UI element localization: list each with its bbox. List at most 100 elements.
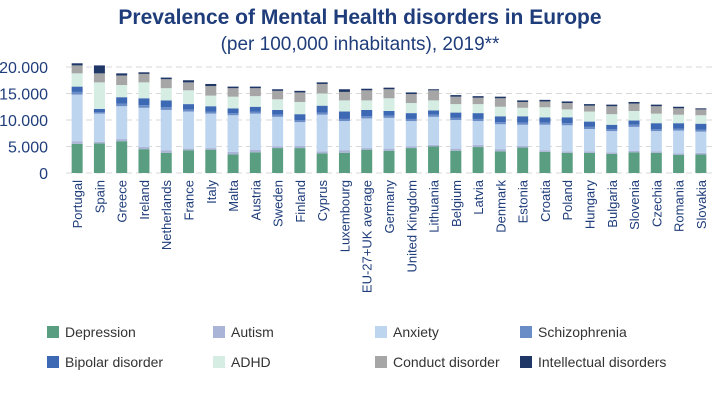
bar-segment-autism	[205, 148, 217, 150]
bar-segment-intellectual-disorders	[428, 89, 440, 91]
bar-segment-depression	[428, 146, 440, 173]
bar-segment-depression	[606, 153, 618, 173]
bar-segment-bipolar-disorder	[673, 123, 685, 129]
bar-segment-bipolar-disorder	[338, 111, 350, 119]
bar-segment-autism	[628, 150, 640, 153]
bar-segment-depression	[561, 152, 573, 173]
bar-segment-schizophrenia	[138, 105, 150, 108]
bar-segment-adhd	[249, 96, 261, 107]
bar-segment-depression	[205, 149, 217, 173]
legend-item: Anxiety	[375, 324, 439, 340]
legend-label: ADHD	[231, 354, 271, 370]
bar-segment-adhd	[116, 85, 128, 98]
bar-segment-intellectual-disorders	[316, 82, 328, 84]
bar-segment-anxiety	[539, 124, 551, 151]
bar-segment-depression	[93, 143, 105, 173]
bar-segment-anxiety	[606, 131, 618, 153]
bar-segment-depression	[316, 153, 328, 173]
bar-segment-intellectual-disorders	[695, 108, 707, 110]
bar-segment-schizophrenia	[338, 118, 350, 122]
bar-segment-anxiety	[316, 114, 328, 152]
bar-segment-depression	[494, 151, 506, 173]
x-tick-label: Germany	[382, 180, 397, 234]
bar-segment-conduct-disorder	[561, 103, 573, 110]
legend-item: Bipolar disorder	[47, 354, 163, 370]
bar-segment-bipolar-disorder	[138, 98, 150, 106]
y-tick-label: 5.000	[8, 140, 48, 157]
x-tick-label: Finland	[293, 180, 308, 223]
bar-segment-adhd	[338, 100, 350, 112]
bar-segment-adhd	[205, 95, 217, 107]
x-tick-label: France	[182, 180, 197, 220]
bar-segment-autism	[272, 146, 284, 149]
bar-segment-intellectual-disorders	[383, 87, 395, 90]
bar-segment-conduct-disorder	[606, 106, 618, 115]
bar-segment-anxiety	[93, 113, 105, 142]
bar-segment-bipolar-disorder	[472, 113, 484, 119]
bar-segment-autism	[183, 148, 195, 151]
bar-segment-anxiety	[205, 113, 217, 149]
legend-item: Depression	[47, 324, 136, 340]
bar-segment-adhd	[539, 107, 551, 118]
bar-segment-autism	[472, 144, 484, 148]
bar-segment-bipolar-disorder	[383, 110, 395, 116]
bar-segment-depression	[138, 149, 150, 173]
bar-segment-anxiety	[472, 121, 484, 145]
bar-segment-bipolar-disorder	[93, 108, 105, 113]
bar-segment-anxiety	[71, 94, 83, 142]
legend-label: Schizophrenia	[538, 324, 627, 340]
bar-segment-bipolar-disorder	[294, 114, 306, 120]
legend-item: Autism	[213, 324, 274, 340]
bar-segment-adhd	[160, 88, 172, 101]
bar-segment-autism	[227, 151, 239, 155]
bar-segment-adhd	[561, 109, 573, 118]
bar-segment-conduct-disorder	[472, 97, 484, 105]
bar-segment-intellectual-disorders	[249, 86, 261, 89]
x-tick-label: Austria	[248, 179, 263, 220]
bar-segment-adhd	[383, 98, 395, 111]
x-tick-label: Luxembourg	[337, 180, 352, 252]
bar-segment-depression	[71, 143, 83, 173]
bar-segment-conduct-disorder	[116, 75, 128, 86]
y-tick-label: 20.000	[0, 60, 48, 77]
bar-segment-intellectual-disorders	[183, 80, 195, 83]
bar-segment-anxiety	[160, 109, 172, 151]
bar-segment-schizophrenia	[160, 107, 172, 110]
legend-label: Intellectual disorders	[538, 354, 667, 370]
bar-segment-anxiety	[116, 106, 128, 140]
bar-segment-bipolar-disorder	[428, 110, 440, 115]
bar-segment-autism	[71, 141, 83, 144]
bar-segment-anxiety	[673, 130, 685, 154]
bar-segment-intellectual-disorders	[138, 72, 150, 74]
bar-segment-intellectual-disorders	[539, 99, 551, 102]
x-tick-label: EU-27+UK average	[360, 180, 375, 293]
bar-segment-depression	[695, 154, 707, 173]
bar-segment-autism	[539, 150, 551, 152]
legend-swatch	[213, 326, 225, 338]
legend-swatch	[47, 326, 59, 338]
bar-segment-depression	[383, 150, 395, 173]
bar-segment-schizophrenia	[539, 122, 551, 125]
bar-segment-schizophrenia	[583, 126, 595, 130]
bar-segment-adhd	[227, 96, 239, 109]
legend-label: Bipolar disorder	[65, 354, 164, 370]
bar-segment-autism	[361, 148, 373, 150]
bar-segment-depression	[472, 147, 484, 173]
legend-label: Depression	[65, 324, 136, 340]
bar-segment-adhd	[316, 93, 328, 106]
bar-segment-schizophrenia	[183, 109, 195, 112]
bar-segment-intellectual-disorders	[583, 104, 595, 106]
bar-segment-intellectual-disorders	[272, 89, 284, 91]
legend-swatch	[520, 326, 532, 338]
bar-segment-bipolar-disorder	[650, 123, 662, 130]
chart-title: Prevalence of Mental Health disorders in…	[118, 6, 602, 29]
bar-segment-depression	[227, 154, 239, 173]
bar-segment-adhd	[517, 107, 529, 117]
bar-segment-conduct-disorder	[673, 108, 685, 115]
bar-segment-depression	[160, 152, 172, 173]
bar-segment-schizophrenia	[361, 116, 373, 119]
bar-segment-schizophrenia	[294, 120, 306, 123]
bar-segment-anxiety	[428, 116, 440, 145]
bar-segment-schizophrenia	[628, 124, 640, 127]
bar-segment-bipolar-disorder	[606, 124, 618, 130]
